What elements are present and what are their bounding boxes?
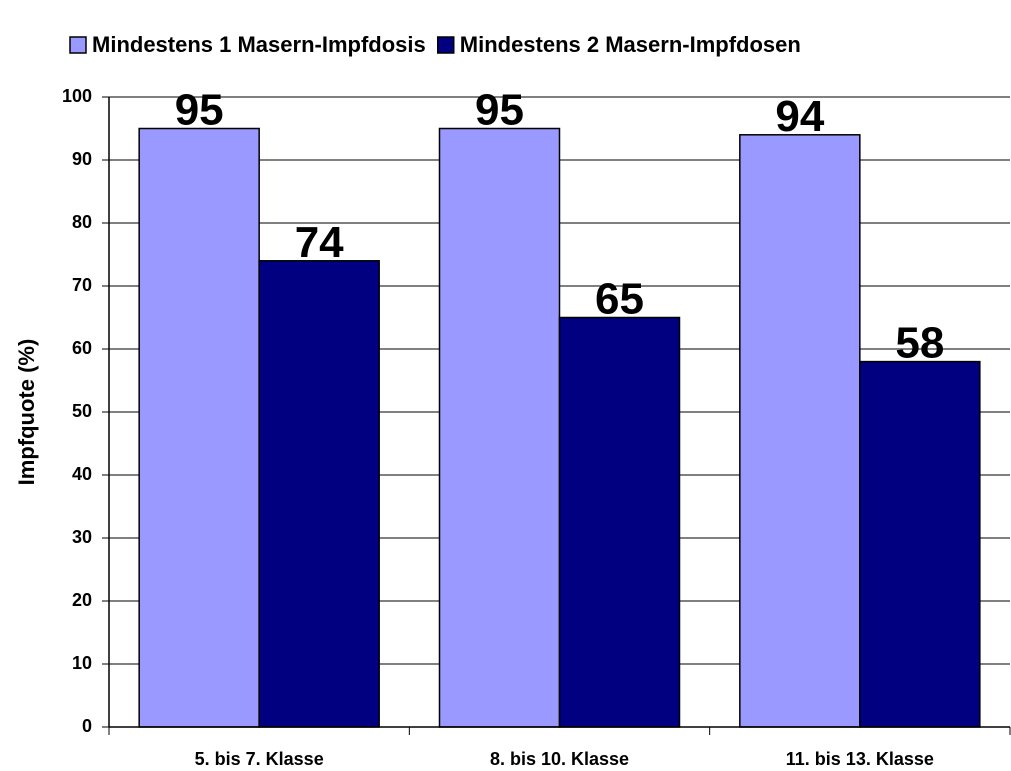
- y-tick-label: 70: [72, 275, 92, 295]
- y-tick-label: 80: [72, 212, 92, 232]
- legend-swatch: [69, 36, 87, 54]
- bar: [258, 260, 380, 728]
- y-axis-label: Impfquote (%): [14, 339, 39, 486]
- bar: [739, 134, 861, 728]
- bar: [438, 127, 561, 728]
- x-tick-label: 11. bis 13. Klasse: [786, 749, 934, 769]
- y-tick-label: 30: [72, 527, 92, 547]
- bar: [558, 316, 681, 728]
- y-tick-label: 50: [72, 401, 92, 421]
- bar: [859, 360, 981, 728]
- legend-label: Mindestens 2 Masern-Impfdosen: [460, 32, 801, 57]
- y-tick-label: 0: [82, 716, 92, 736]
- data-label: 94: [775, 92, 824, 141]
- x-tick-label: 8. bis 10. Klasse: [490, 749, 629, 769]
- data-label: 95: [175, 86, 224, 135]
- y-tick-label: 90: [72, 149, 92, 169]
- legend-swatch: [437, 36, 455, 54]
- y-tick-label: 100: [62, 86, 92, 106]
- data-label: 65: [595, 275, 644, 324]
- y-tick-label: 20: [72, 590, 92, 610]
- y-tick-label: 60: [72, 338, 92, 358]
- data-label: 58: [895, 319, 944, 368]
- bar: [138, 127, 260, 728]
- data-label: 95: [475, 86, 524, 135]
- x-tick-label: 5. bis 7. Klasse: [195, 749, 324, 769]
- y-tick-label: 10: [72, 653, 92, 673]
- y-tick-label: 40: [72, 464, 92, 484]
- data-label: 74: [295, 218, 344, 267]
- legend-label: Mindestens 1 Masern-Impfdosis: [92, 32, 426, 57]
